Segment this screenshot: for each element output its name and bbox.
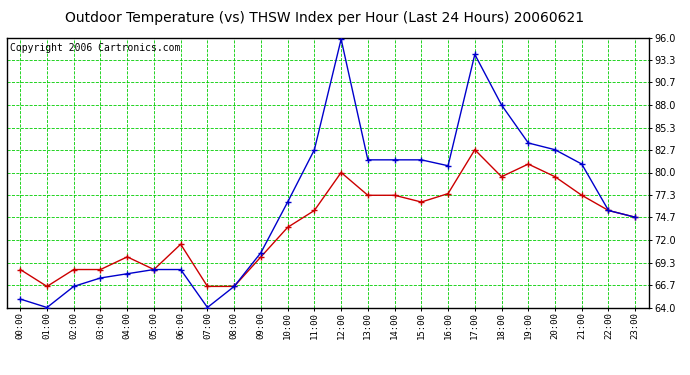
Text: Outdoor Temperature (vs) THSW Index per Hour (Last 24 Hours) 20060621: Outdoor Temperature (vs) THSW Index per … [65, 11, 584, 25]
Text: Copyright 2006 Cartronics.com: Copyright 2006 Cartronics.com [10, 43, 181, 53]
